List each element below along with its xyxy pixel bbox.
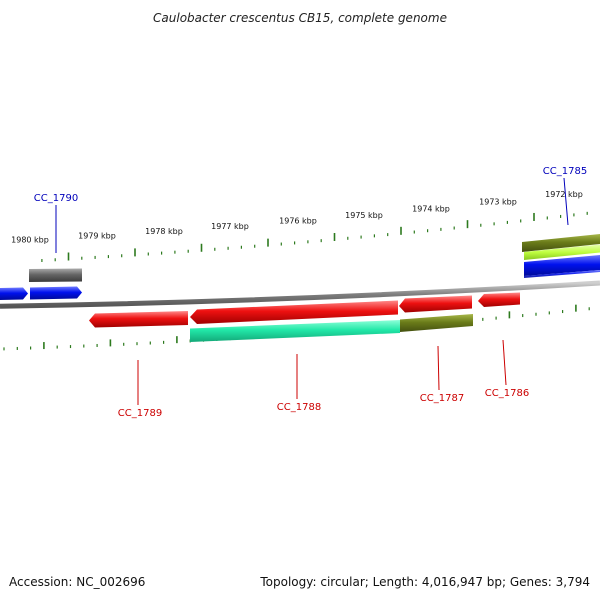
gene-label-cc-1786[interactable]: CC_1786 [485, 388, 529, 399]
gene-label-leaders [55, 177, 569, 405]
tick-label: 1978 kbp [145, 227, 183, 236]
outer-tick-ring [41, 211, 588, 263]
gene-cc-1790-arrow[interactable] [30, 286, 82, 300]
tick-label: 1974 kbp [412, 204, 450, 213]
tick-label: 1979 kbp [78, 231, 116, 240]
gene-label-cc-1789[interactable]: CC_1789 [118, 408, 162, 419]
gene-right-edge-feature[interactable] [524, 270, 600, 278]
tick-labels: 1980 kbp 1979 kbp 1978 kbp 1977 kbp 1976 kbp… [11, 190, 583, 244]
tick-label: 1972 kbp [545, 190, 583, 199]
gene-cc-1785-arrow[interactable] [524, 255, 600, 276]
gene-left-edge-arrow[interactable] [0, 287, 28, 301]
tick-label: 1973 kbp [479, 197, 517, 206]
gene-cc-1787-arrow[interactable] [399, 295, 472, 313]
tick-label: 1975 kbp [345, 211, 383, 220]
tick-label: 1976 kbp [279, 217, 317, 226]
gene-cc-1790-gray-feature[interactable] [29, 268, 82, 283]
gene-label-cc-1790[interactable]: CC_1790 [34, 193, 78, 204]
gene-cc-1786-arrow[interactable] [478, 292, 520, 308]
genome-backbone [0, 280, 600, 309]
genome-summary-text: Topology: circular; Length: 4,016,947 bp… [259, 575, 590, 589]
gene-cc-1787-olive-feature[interactable] [400, 314, 473, 332]
tick-label: 1980 kbp [11, 235, 49, 244]
gene-cc-1785-lime-feature[interactable] [524, 244, 600, 261]
gene-cc-1785-olive-feature[interactable] [522, 234, 600, 252]
gene-cc-1789-arrow[interactable] [89, 311, 188, 328]
accession-text: Accession: NC_002696 [9, 575, 145, 589]
gene-cc-1788-green-feature[interactable] [190, 320, 400, 342]
gene-cc-1788-arrow[interactable] [190, 300, 398, 325]
gene-label-cc-1788[interactable]: CC_1788 [277, 402, 321, 413]
tick-label: 1977 kbp [211, 222, 249, 231]
map-title: Caulobacter crescentus CB15, complete ge… [153, 11, 447, 25]
gene-label-cc-1785[interactable]: CC_1785 [543, 166, 587, 177]
gene-label-cc-1787[interactable]: CC_1787 [420, 393, 464, 404]
